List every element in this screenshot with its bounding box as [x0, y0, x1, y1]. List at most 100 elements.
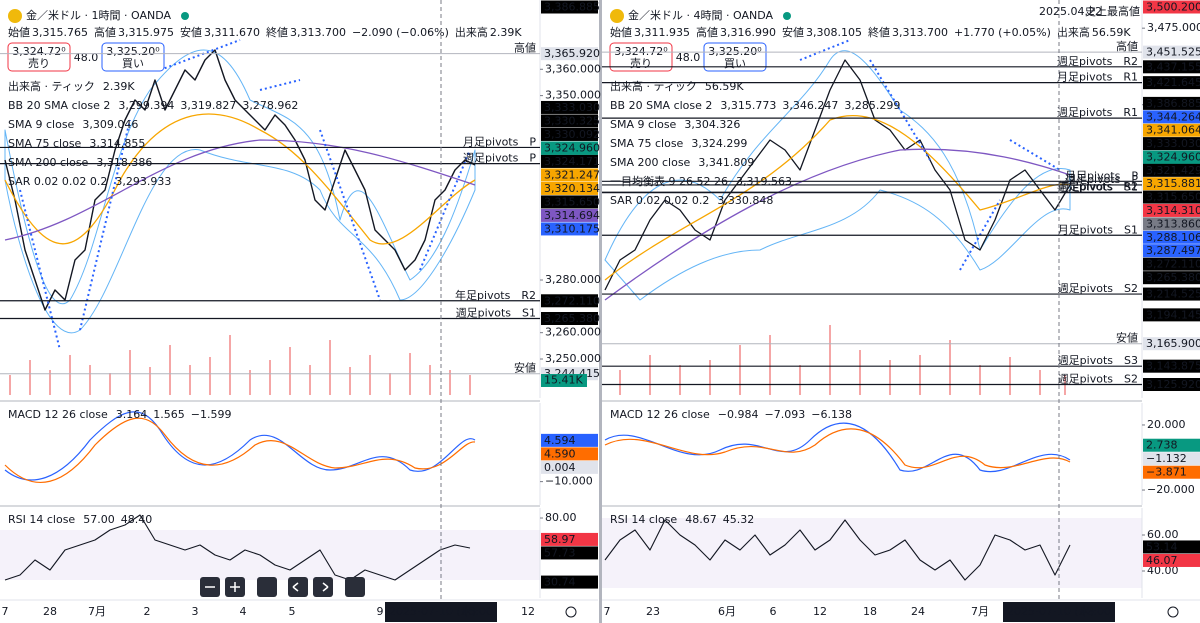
cursor-date-bg [1003, 602, 1115, 622]
date-label: 24 [911, 605, 925, 618]
tick-label: 3,280.000 [545, 273, 601, 286]
indicator-value: 3,319.827 [180, 99, 236, 112]
price-line [4, 49, 476, 311]
price-label-text: 3,344.264 [1146, 110, 1200, 123]
settings-icon[interactable] [565, 606, 577, 618]
price-label-text: 58.97 [544, 533, 576, 546]
date-label: 6月 [718, 605, 736, 618]
indicator-value: 3,285.299 [844, 99, 900, 112]
indicator-value: 56.59K [705, 80, 744, 93]
ohlc-value: 3,315.765 [32, 26, 88, 39]
date-label: 12 [521, 605, 535, 618]
sell-button[interactable] [609, 42, 673, 72]
date-label: 7月 [88, 605, 106, 618]
indicator-value: 3,304.326 [684, 118, 740, 131]
sell-price: 3,324.72⁰ [614, 45, 668, 58]
sma-line [4, 113, 476, 245]
price-label [1143, 378, 1200, 392]
date-label: 7月 [971, 605, 989, 618]
sell-label: 売り [28, 57, 50, 70]
date-label: 18 [863, 605, 877, 618]
price-label-text: 3,500.200 [1146, 1, 1200, 14]
price-label [1143, 287, 1200, 301]
price-label-text: 2.738 [1146, 439, 1178, 452]
price-label [1143, 217, 1200, 231]
price-label [1143, 271, 1200, 285]
price-label [541, 114, 598, 128]
indicator-value: 3,278.962 [242, 99, 298, 112]
level-note: 週足pivots R1 [1057, 106, 1138, 119]
bollinger-band [604, 50, 1071, 301]
tick-label: 3,250.000 [545, 352, 601, 365]
price-label-text: 4.594 [544, 434, 576, 447]
level-note: 月足pivots S1 [1058, 223, 1138, 236]
scroll-right-button[interactable] [313, 577, 333, 597]
price-label [541, 433, 598, 447]
cursor-date: 2025-07-10 (木) [1007, 605, 1094, 618]
market-status [783, 12, 791, 20]
pane-legend-value: −6.138 [811, 408, 852, 421]
indicator-name: SMA 200 close [8, 156, 89, 169]
reset-button[interactable] [257, 577, 277, 597]
sell-button[interactable] [7, 42, 71, 72]
buy-button[interactable] [703, 42, 767, 72]
price-label [1143, 110, 1200, 124]
buy-price: 3,325.20⁰ [708, 45, 762, 58]
price-label-text: 3,165.900 [1146, 337, 1200, 350]
price-label [541, 47, 598, 61]
volume-bars [619, 325, 1066, 395]
price-label [541, 312, 598, 326]
price-label [1143, 60, 1200, 74]
pane-legend-value: 3.164 [116, 408, 148, 421]
date-label: 7 [604, 605, 611, 618]
price-label [541, 181, 598, 195]
price-label-text: 3,324.171 [544, 155, 600, 168]
buy-button[interactable] [101, 42, 165, 72]
price-label-text: 3,315.650 [544, 195, 600, 208]
level-note: 週足pivots P [1065, 173, 1138, 186]
price-label-text: 53.14 [1146, 540, 1178, 553]
symbol-title: 金／米ドル · 1時間 · OANDA [26, 9, 171, 22]
ohlc-value: 3,311.935 [634, 26, 690, 39]
refresh-button[interactable] [345, 577, 365, 597]
settings-icon[interactable] [1167, 606, 1179, 618]
ohlc-label: 安値 [782, 26, 804, 39]
scroll-left-button[interactable] [288, 577, 308, 597]
indicator-name: SMA 9 close [8, 118, 75, 131]
pane-legend-name: MACD 12 26 close [8, 408, 108, 421]
ohlc-label: 始値 [8, 25, 30, 39]
date-label: 7 [2, 605, 9, 618]
price-label [1143, 452, 1200, 466]
indicator-name: SMA 9 close [610, 118, 677, 131]
price-label-text: 46.07 [1146, 554, 1178, 567]
indicator-name: SAR 0.02 0.02 0.2 [8, 175, 107, 188]
price-label [1143, 45, 1200, 59]
price-label-text: 3,330.325 [544, 114, 600, 127]
market-status [181, 12, 189, 20]
price-label [1143, 244, 1200, 258]
indicator-name: SMA 75 close [8, 137, 82, 150]
level-note: 安値 [1116, 332, 1138, 345]
level-note: 安値 [514, 362, 536, 375]
price-label-text: 3,320.134 [544, 182, 600, 195]
cursor-date: 2025-07-10 (木) [389, 605, 476, 618]
signal-line [4, 417, 476, 483]
sar-dots [799, 39, 1061, 271]
buy-label: 買い [724, 57, 746, 70]
date-label: 9 [377, 605, 384, 618]
date-label: 12 [813, 605, 827, 618]
pane-legend-value: 45.32 [723, 513, 755, 526]
level-note: 月足pivots P [463, 135, 536, 148]
level-note: 月足pivots R1 [1057, 71, 1138, 84]
rsi-line [4, 514, 471, 581]
volume-axis-label [541, 374, 587, 387]
pane-legend-value: −0.984 [718, 408, 759, 421]
price-label-text: 0.004 [544, 461, 576, 474]
symbol-icon [8, 9, 22, 23]
indicator-name: BB 20 SMA close 2 [8, 99, 110, 112]
price-label [541, 0, 598, 14]
price-label [1143, 150, 1200, 164]
price-label-text: 3,386.885 [544, 1, 600, 14]
ohlc-label: 高値 [696, 25, 718, 39]
price-label [1143, 137, 1200, 151]
